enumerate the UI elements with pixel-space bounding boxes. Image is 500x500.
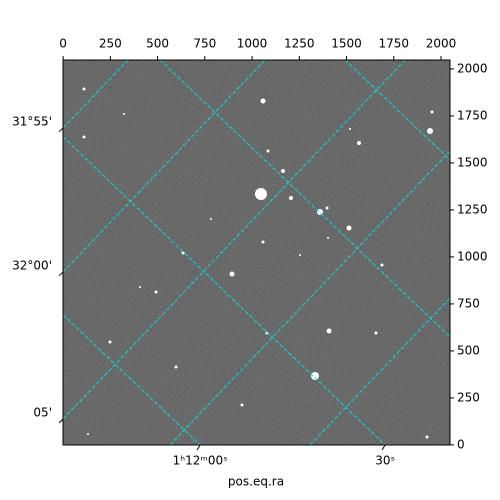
x-axis-label: pos.eq.ra <box>228 475 284 489</box>
x-tick-label: 500 <box>146 37 169 51</box>
y-tick-label: 1500 <box>457 155 488 169</box>
ra-tick-label: 1ʰ12ᵐ00ˢ <box>173 454 228 468</box>
dec-tick-label: 05' <box>33 405 52 419</box>
ra-grid-line <box>159 60 450 338</box>
ra-tick <box>381 444 386 451</box>
x-tick-label: 1750 <box>379 37 410 51</box>
x-tick-label: 1250 <box>284 37 315 51</box>
x-tick-label: 2000 <box>426 37 457 51</box>
sky-image <box>63 60 450 445</box>
x-tick-label: 750 <box>193 37 216 51</box>
dec-grid-line <box>309 297 450 445</box>
y-tick-label: 2000 <box>457 61 488 75</box>
dec-grid-line <box>63 60 406 420</box>
x-tick-label: 0 <box>59 37 67 51</box>
y-tick-label: 1000 <box>457 249 488 263</box>
y-tick-label: 750 <box>457 296 480 310</box>
dec-tick <box>58 271 64 277</box>
y-tick-label: 500 <box>457 343 480 357</box>
ra-grid-line <box>344 60 450 161</box>
ra-grid-line <box>63 314 201 445</box>
y-tick-label: 1250 <box>457 202 488 216</box>
y-tick-label: 1750 <box>457 108 488 122</box>
dec-tick-label: 31°55' <box>12 114 52 128</box>
dec-grid-line <box>169 150 450 445</box>
x-tick-label: 250 <box>99 37 122 51</box>
x-tick-label: 1000 <box>237 37 268 51</box>
y-tick-label: 250 <box>457 390 480 404</box>
dec-tick <box>58 127 64 133</box>
dec-grid-line <box>63 60 129 129</box>
dec-grid-line <box>63 60 266 273</box>
ra-grid-line <box>63 136 386 445</box>
x-tick-label: 1500 <box>331 37 362 51</box>
y-tick-label: 0 <box>457 437 465 451</box>
world-grid <box>63 60 450 445</box>
ra-tick-label: 30ˢ <box>375 454 395 468</box>
dec-tick <box>58 418 64 424</box>
ra-tick <box>196 444 201 451</box>
frame <box>62 59 451 446</box>
dec-tick-label: 32°00' <box>12 258 52 272</box>
